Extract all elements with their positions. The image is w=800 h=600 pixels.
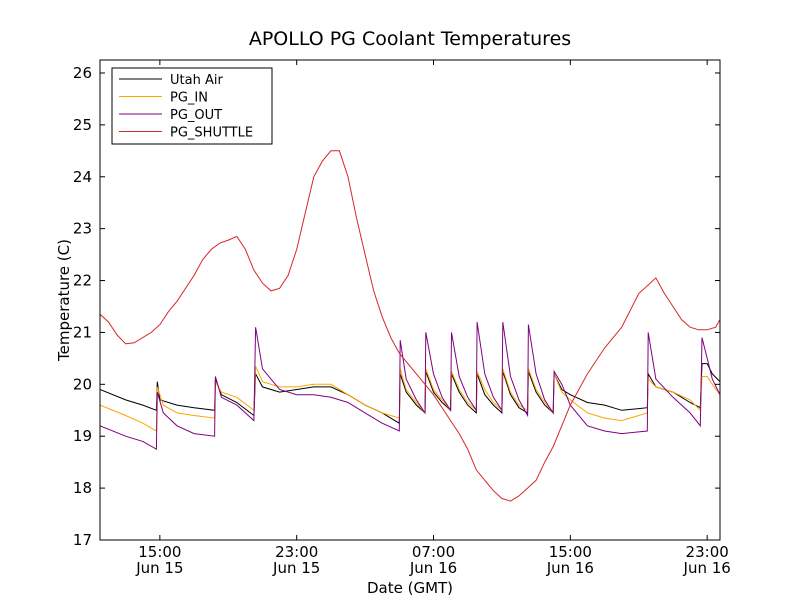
y-tick-label: 25 <box>73 116 92 134</box>
y-axis-label: Temperature (C) <box>55 239 73 362</box>
y-axis: 17 18 19 20 21 22 23 24 25 26 <box>73 64 720 549</box>
legend-label: PG_IN <box>170 91 208 106</box>
legend: Utah Air PG_IN PG_OUT PG_SHUTTLE <box>111 67 273 145</box>
x-tick-label-date: Jun 16 <box>683 559 731 577</box>
plot-frame <box>99 59 721 541</box>
series-line-pg-in <box>100 365 720 432</box>
plot-area <box>100 150 720 502</box>
x-tick-label-date: Jun 16 <box>546 559 594 577</box>
x-tick-label-date: Jun 16 <box>409 559 457 577</box>
series-line-utah-air <box>100 363 720 425</box>
series-line-pg-shuttle <box>100 150 720 502</box>
x-axis-label: Date (GMT) <box>367 579 453 597</box>
x-tick-label-date: Jun 15 <box>135 559 183 577</box>
y-tick-label: 23 <box>73 220 92 238</box>
y-tick-label: 19 <box>73 427 92 445</box>
x-tick-label-time: 23:00 <box>686 543 729 561</box>
y-tick-label: 26 <box>73 64 92 82</box>
x-tick-label-time: 23:00 <box>275 543 318 561</box>
x-tick-label-time: 15:00 <box>138 543 181 561</box>
y-tick-label: 22 <box>73 272 92 290</box>
y-tick-label: 18 <box>73 479 92 497</box>
x-tick-label-time: 07:00 <box>412 543 455 561</box>
legend-label: PG_SHUTTLE <box>170 126 253 141</box>
legend-label: Utah Air <box>170 73 223 88</box>
legend-label: PG_OUT <box>170 108 222 123</box>
series-line-pg-out <box>100 322 720 451</box>
y-tick-label: 21 <box>73 323 92 341</box>
chart-title: APOLLO PG Coolant Temperatures <box>249 28 571 50</box>
x-tick-label-date: Jun 15 <box>272 559 320 577</box>
y-tick-label: 20 <box>73 375 92 393</box>
x-tick-label-time: 15:00 <box>549 543 592 561</box>
y-tick-label: 24 <box>73 168 92 186</box>
y-tick-label: 17 <box>73 531 92 549</box>
